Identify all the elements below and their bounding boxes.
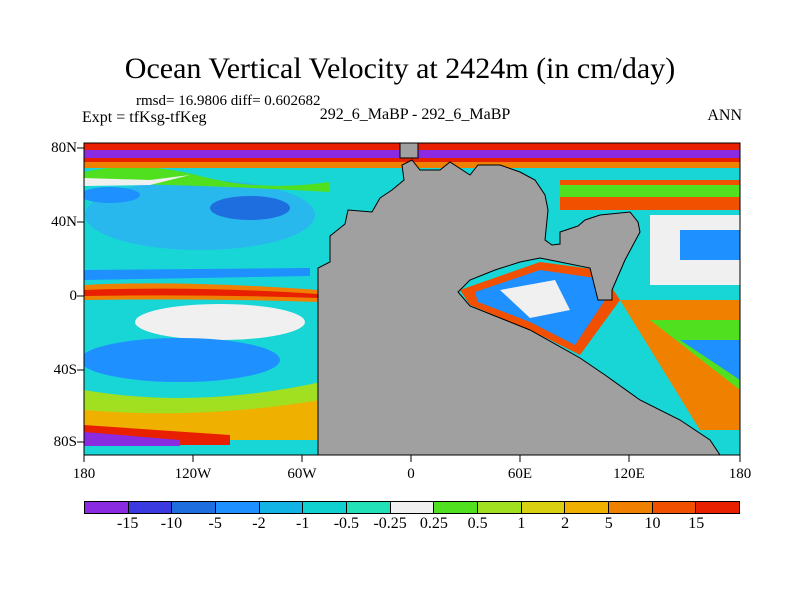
colorbar-swatch	[216, 502, 260, 513]
colorbar-label: 0.25	[419, 515, 448, 532]
colorbar-label: -0.25	[373, 515, 407, 532]
colorbar-label: 15	[688, 515, 705, 532]
lon-label: 180	[72, 466, 96, 482]
map-frame	[83, 142, 741, 456]
subpolar-green-band	[84, 166, 330, 192]
tick-marks	[77, 147, 741, 462]
colorbar-swatch	[85, 502, 129, 513]
colorbar-label: 5	[604, 515, 613, 532]
east-blue-patch	[680, 230, 740, 260]
lon-label: 60W	[287, 466, 317, 482]
colorbar-swatch	[259, 502, 304, 513]
lat-label: 0	[69, 288, 78, 304]
colorbar-swatch	[565, 502, 610, 513]
colorbar-label: -10	[160, 515, 183, 532]
southern-ocean-purple	[84, 432, 180, 446]
lat-label: 80N	[51, 140, 77, 156]
colorbar-label: 10	[644, 515, 661, 532]
lon-label: 120E	[613, 466, 645, 482]
experiment-label: Expt = tfKsg-tfKeg	[82, 109, 207, 126]
equatorial-core	[84, 288, 318, 298]
lon-label: 60E	[507, 466, 533, 482]
colorbar-label: 1	[517, 515, 526, 532]
north-pacific-west	[84, 187, 140, 203]
colorbar-swatch	[696, 502, 740, 513]
arctic-landmass	[399, 143, 419, 159]
colorbar-swatch	[390, 502, 435, 513]
colorbar-swatch	[128, 502, 173, 513]
north-pacific-core	[210, 196, 290, 220]
colorbar-swatch	[347, 502, 391, 513]
colorbar	[84, 501, 740, 514]
stats-text: rmsd= 16.9806 diff= 0.602682	[136, 93, 321, 109]
lon-label: 0	[407, 466, 415, 482]
colorbar-label: -0.5	[333, 515, 360, 532]
lat-label: 80S	[53, 434, 77, 450]
west-continent	[317, 159, 721, 455]
lat-label: 40S	[53, 362, 77, 378]
east-south-green	[650, 320, 740, 390]
east-south-blue	[680, 340, 740, 380]
subpolar-white-band	[84, 175, 190, 186]
map-field	[84, 143, 740, 455]
lat-label: 40N	[51, 214, 77, 230]
plot-title: Ocean Vertical Velocity at 2424m (in cm/…	[124, 52, 676, 85]
season-label: ANN	[707, 107, 742, 124]
colorbar-swatch	[172, 502, 217, 513]
south-pacific-blue	[84, 338, 280, 382]
colorbar-swatch	[652, 502, 697, 513]
lon-label: 180	[728, 466, 752, 482]
colorbar-swatch	[303, 502, 348, 513]
colorbar-swatch	[521, 502, 566, 513]
center-label: 292_6_MaBP - 292_6_MaBP	[319, 106, 511, 123]
colorbar-swatch	[434, 502, 479, 513]
south-pacific-white	[135, 304, 305, 340]
north-equatorial-blue	[84, 268, 310, 280]
colorbar-label: -5	[208, 515, 222, 532]
lon-label: 120W	[174, 466, 212, 482]
colorbar-label: -2	[252, 515, 266, 532]
inland-sea-white	[500, 280, 570, 318]
colorbar-swatch	[478, 502, 522, 513]
colorbar-swatch	[609, 502, 653, 513]
colorbar-label: 2	[561, 515, 570, 532]
colorbar-label: -1	[295, 515, 310, 532]
colorbar-label: 0.5	[467, 515, 488, 532]
east-north-green	[560, 185, 740, 197]
colorbar-label: -15	[117, 515, 139, 532]
